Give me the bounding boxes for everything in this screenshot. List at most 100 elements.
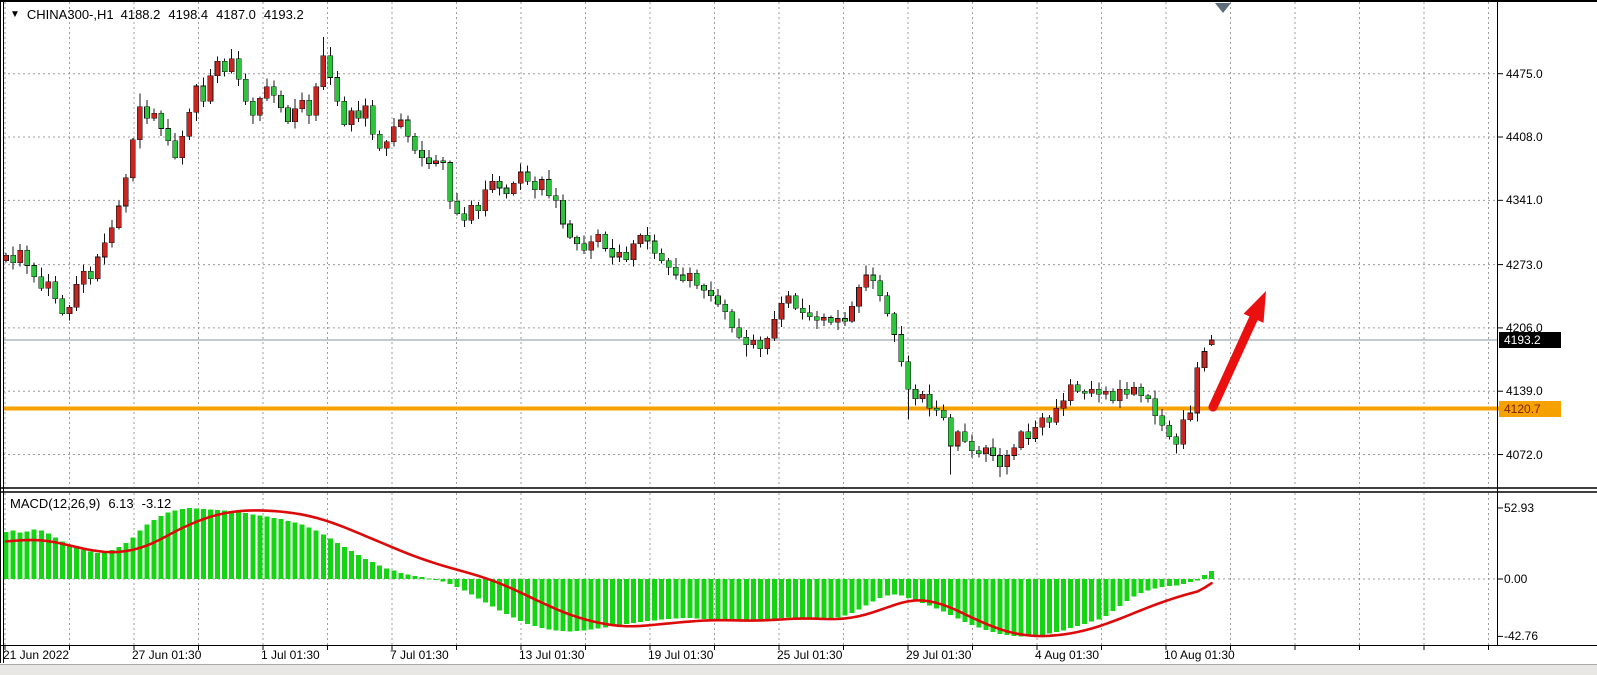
macd-histogram-bar [927,579,933,606]
macd-histogram-bar [1046,579,1052,634]
macd-histogram-bar [412,575,418,579]
ohlc-low: 4187.0 [216,7,256,22]
macd-histogram-bar [1011,579,1017,637]
trend-arrow-head[interactable] [1243,291,1266,323]
macd-histogram-bar [1152,579,1158,589]
macd-histogram-bar [757,579,763,621]
macd-histogram-bar [743,579,749,622]
macd-histogram-bar [137,530,143,579]
macd-histogram-bar [616,579,622,626]
candle-bear [369,105,376,135]
macd-histogram-bar [278,519,284,579]
macd-histogram-bar [666,579,672,619]
macd-histogram-bar [976,579,982,628]
macd-histogram-bar [1173,579,1179,586]
candle-bull [1194,367,1201,414]
macd-histogram-bar [31,529,37,579]
macd-histogram-bar [151,519,157,579]
candle-bull [510,183,517,195]
candle-bear [736,327,743,338]
candle-bull [764,337,771,349]
candle-bear [454,200,461,214]
candle-bear [24,250,30,266]
candle-bear [940,409,947,418]
macd-histogram-bar [948,579,954,616]
candle-bear [447,162,453,202]
candle-bull [856,286,862,307]
time-tick-label: 25 Jul 01:30 [777,648,843,662]
candle-bear [524,171,531,182]
candle-bear [715,295,721,305]
candle-bull [348,110,355,126]
candle-bear [531,181,538,191]
candle-bear [567,223,573,238]
candle-bear [278,95,284,109]
macd-histogram-bar [271,517,277,579]
macd-histogram-bar [292,522,298,579]
candle-bear [87,270,94,280]
macd-histogram-bar [3,532,9,579]
macd-histogram-bar [377,565,383,579]
candle-bull [179,135,186,159]
candle-bull [1060,400,1067,409]
macd-histogram-bar [334,542,340,579]
candle-bear [376,133,383,149]
macd-histogram-bar [567,579,573,632]
macd-histogram-bar [1004,579,1010,636]
time-tick-label: 29 Jul 01:30 [906,648,972,662]
candle-bull [214,61,221,76]
candle-bear [870,274,876,281]
candle-bear [701,285,707,291]
macd-histogram-bar [955,579,961,619]
time-tick-label: 7 Jul 01:30 [390,648,449,662]
candle-bull [1018,431,1025,449]
macd-histogram-bar [81,550,87,579]
candle-bear [792,295,799,309]
macd-histogram-bar [574,579,580,632]
candle-bear [10,254,16,263]
candle-bear [1145,395,1151,400]
candle-bear [1124,389,1130,395]
macd-histogram-bar [130,537,136,579]
candle-bull [80,270,87,285]
macd-histogram-bar [116,546,122,579]
candle-bull [390,126,397,143]
symbol-dropdown-icon[interactable]: ▼ [10,8,20,20]
candle-bull [785,295,792,304]
macd-histogram-bar [1018,579,1024,637]
time-tick-label: 13 Jul 01:30 [519,648,585,662]
macd-histogram-bar [1082,579,1088,624]
candle-bear [743,337,750,346]
macd-histogram-bar [426,578,432,580]
macd-histogram-bar [884,579,890,596]
macd-histogram-bar [1025,579,1031,637]
macd-histogram-bar [701,579,707,619]
macd-histogram-bar [447,579,453,585]
trend-arrow-shaft[interactable] [1208,313,1259,412]
macd-histogram-bar [962,579,968,622]
macd-histogram-bar [66,544,72,579]
macd-histogram-bar [800,579,806,618]
macd-histogram-bar [546,579,552,630]
candle-bear [461,213,468,221]
macd-histogram-bar [193,508,199,579]
candle-bull [750,339,757,346]
candle-bear [912,389,919,400]
candle-bear [475,204,482,212]
macd-histogram-bar [497,579,502,611]
candle-bull [94,256,101,280]
candle-bull [116,205,122,229]
macd-histogram-bar [45,533,51,579]
candle-bear [828,317,834,323]
macd-histogram-bar [419,577,425,579]
price-tick-label: 4408.0 [1506,130,1543,144]
macd-histogram-bar [898,579,904,596]
macd-histogram-bar [511,579,517,618]
candle-bear [1074,384,1081,392]
macd-histogram-bar [941,579,947,612]
macd-histogram-bar [912,579,918,601]
macd-histogram-bar [771,579,777,619]
macd-histogram-bar [243,512,249,579]
macd-histogram-bar [222,510,228,579]
